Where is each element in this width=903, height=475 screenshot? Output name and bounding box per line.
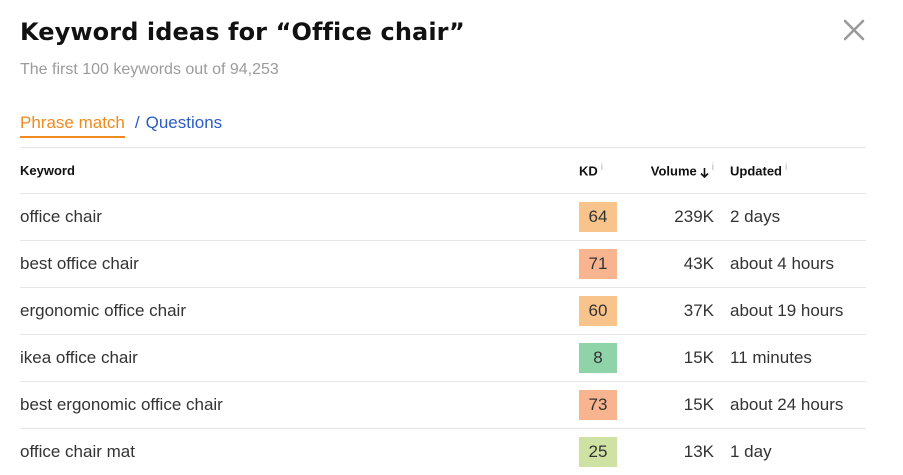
- keyword-cell[interactable]: office chair: [20, 194, 579, 241]
- table-row[interactable]: office chair 64 239K 2 days: [20, 194, 866, 241]
- volume-cell: 239K: [639, 194, 720, 241]
- kd-badge: 25: [579, 437, 617, 467]
- keyword-cell[interactable]: ergonomic office chair: [20, 288, 579, 335]
- volume-cell: 37K: [639, 288, 720, 335]
- info-icon: i: [712, 162, 714, 173]
- kd-badge: 73: [579, 390, 617, 420]
- close-icon: [842, 18, 866, 42]
- tab-separator: /: [135, 113, 140, 133]
- keyword-cell[interactable]: best office chair: [20, 241, 579, 288]
- tab-questions[interactable]: Questions: [146, 113, 223, 133]
- kd-cell: 73: [579, 382, 639, 429]
- keyword-cell[interactable]: office chair mat: [20, 429, 579, 475]
- kd-badge: 71: [579, 249, 617, 279]
- table-row[interactable]: ikea office chair 8 15K 11 minutes: [20, 335, 866, 382]
- close-button[interactable]: [842, 18, 866, 42]
- volume-cell: 15K: [639, 335, 720, 382]
- table-row[interactable]: ergonomic office chair 60 37K about 19 h…: [20, 288, 866, 335]
- kd-cell: 60: [579, 288, 639, 335]
- table-row[interactable]: office chair mat 25 13K 1 day: [20, 429, 866, 475]
- kd-cell: 8: [579, 335, 639, 382]
- tab-phrase-match[interactable]: Phrase match: [20, 113, 125, 138]
- table-row[interactable]: best office chair 71 43K about 4 hours: [20, 241, 866, 288]
- info-icon[interactable]: i: [601, 162, 603, 173]
- updated-cell: 11 minutes: [720, 335, 866, 382]
- column-header-volume[interactable]: Volume i: [639, 148, 720, 194]
- table-row[interactable]: best ergonomic office chair 73 15K about…: [20, 382, 866, 429]
- modal-title: Keyword ideas for “Office chair”: [20, 18, 465, 46]
- volume-cell: 15K: [639, 382, 720, 429]
- updated-cell: 1 day: [720, 429, 866, 475]
- volume-cell: 43K: [639, 241, 720, 288]
- kd-cell: 25: [579, 429, 639, 475]
- kd-badge: 60: [579, 296, 617, 326]
- info-icon[interactable]: i: [785, 162, 787, 173]
- keyword-cell[interactable]: best ergonomic office chair: [20, 382, 579, 429]
- match-type-tabs: Phrase match / Questions: [20, 113, 222, 141]
- kd-badge: 8: [579, 343, 617, 373]
- updated-cell: 2 days: [720, 194, 866, 241]
- updated-cell: about 24 hours: [720, 382, 866, 429]
- modal-subtitle: The first 100 keywords out of 94,253: [20, 61, 279, 79]
- kd-badge: 64: [579, 202, 617, 232]
- updated-cell: about 4 hours: [720, 241, 866, 288]
- keyword-cell[interactable]: ikea office chair: [20, 335, 579, 382]
- sort-descending-icon: [700, 167, 709, 178]
- column-header-keyword[interactable]: Keyword: [20, 148, 579, 194]
- updated-cell: about 19 hours: [720, 288, 866, 335]
- kd-cell: 64: [579, 194, 639, 241]
- kd-cell: 71: [579, 241, 639, 288]
- volume-cell: 13K: [639, 429, 720, 475]
